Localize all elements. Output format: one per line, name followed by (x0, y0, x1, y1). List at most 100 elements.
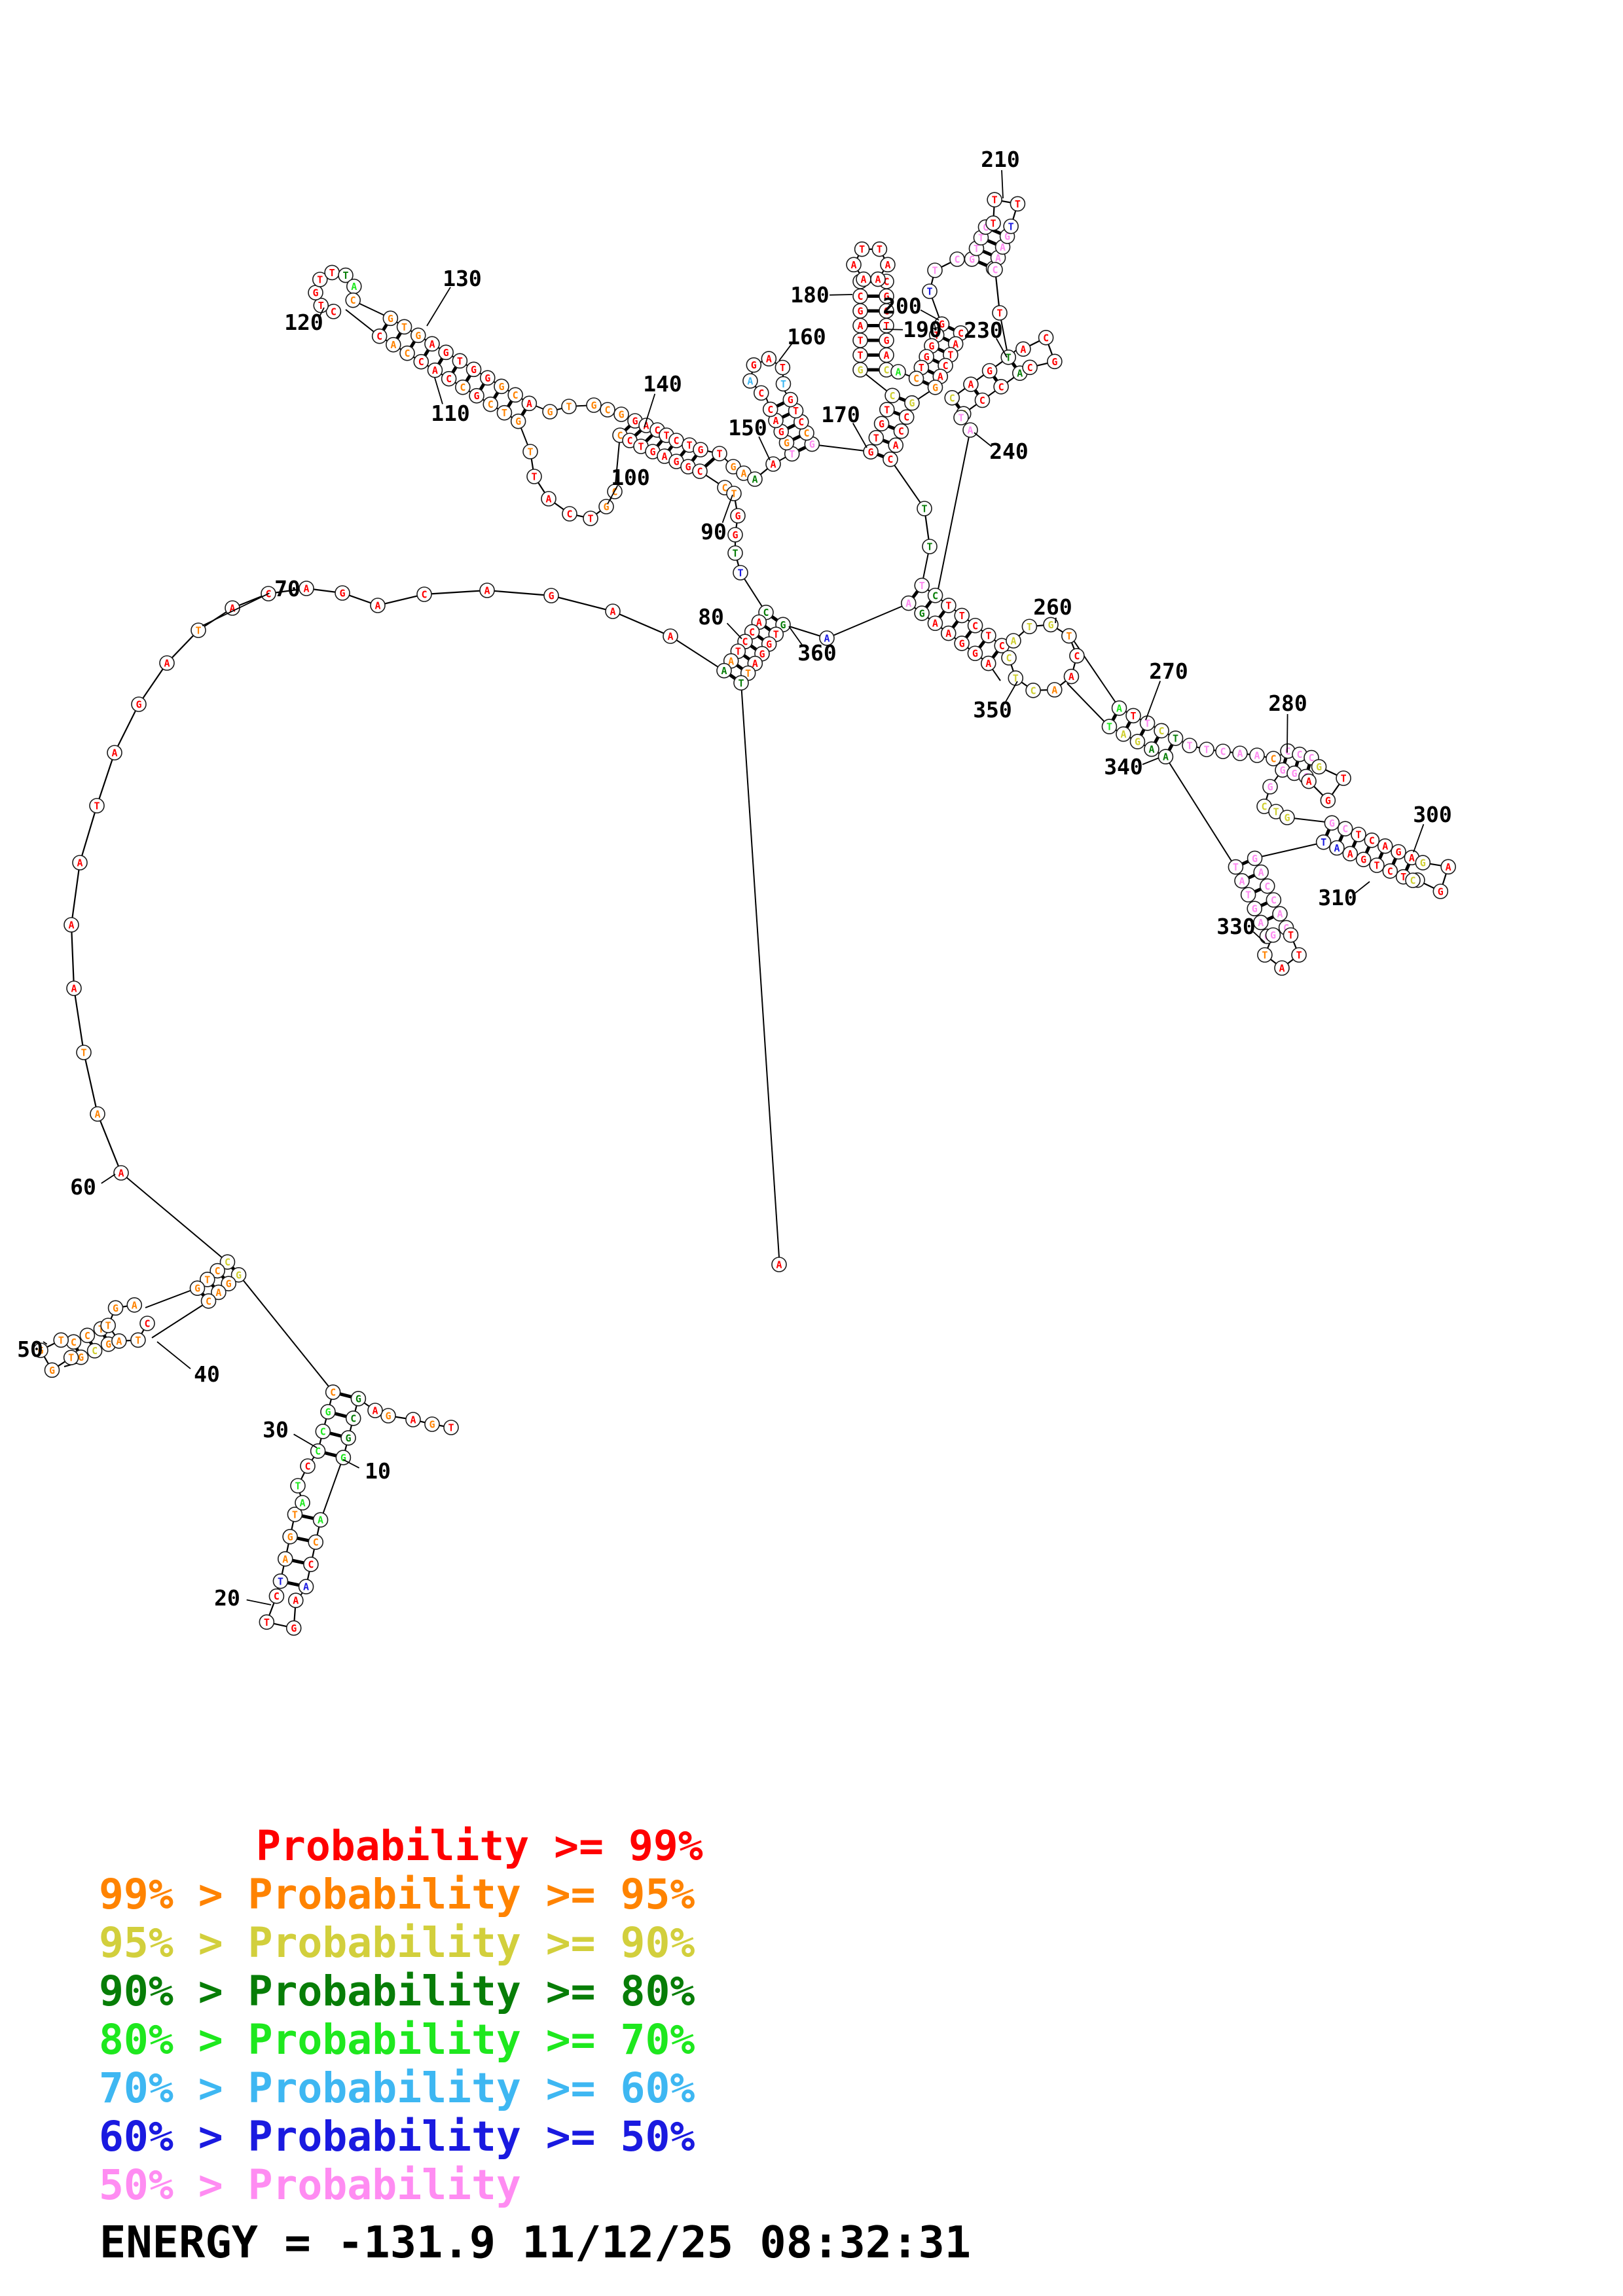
nucleotide-letter: T (278, 1575, 283, 1587)
nucleotide-letter: C (421, 589, 427, 601)
nucleotide-letter: C (958, 327, 964, 339)
nucleotide-letter: A (1334, 842, 1340, 854)
nucleotide (44, 1362, 60, 1378)
nucleotide-letter: G (49, 1365, 55, 1376)
nucleotide (1003, 218, 1019, 234)
nucleotide (268, 1588, 285, 1604)
nucleotide (775, 359, 791, 376)
nucleotide (542, 404, 558, 420)
nucleotide-letter: G (735, 511, 740, 522)
nucleotide (954, 636, 970, 651)
nucleotide (219, 1254, 236, 1270)
nucleotide-letter: T (991, 217, 996, 229)
nucleotide (771, 1257, 787, 1272)
nucleotide (413, 353, 429, 370)
nucleotide (338, 267, 354, 283)
nucleotide-letter: A (752, 658, 758, 670)
nucleotide-letter: G (1360, 854, 1366, 866)
nucleotide-letter: T (1173, 732, 1178, 744)
nucleotide (981, 363, 998, 379)
nucleotide (1415, 855, 1431, 870)
nucleotide (987, 262, 1003, 278)
nucleotide (64, 917, 79, 933)
nucleotide (1182, 738, 1197, 753)
nucleotide (1405, 872, 1421, 888)
nucleotide-letter: G (730, 461, 736, 473)
nucleotide (846, 257, 862, 273)
nucleotide (210, 1263, 225, 1279)
nucleotide-letter: T (1006, 351, 1012, 363)
legend-row-2: 95% > Probability >= 90% (99, 1919, 695, 1967)
nucleotide-letter: G (498, 381, 504, 393)
nucleotide-letter: C (887, 454, 893, 465)
nucleotide (427, 362, 443, 378)
position-label-110: 110 (431, 401, 470, 426)
nucleotide-letter: T (732, 548, 738, 560)
nucleotide (312, 272, 328, 287)
nucleotide-letter: A (484, 585, 490, 597)
nucleotide (963, 376, 979, 392)
nucleotide (1022, 359, 1038, 376)
nucleotide-letter: T (686, 440, 692, 452)
nucleotide-letter: C (1159, 725, 1165, 737)
nucleotide (287, 1506, 303, 1522)
nucleotide-letter: C (898, 425, 904, 437)
position-label-360: 360 (797, 640, 837, 666)
nucleotide-letter: T (945, 600, 951, 612)
nucleotide-letter: G (1396, 846, 1402, 858)
nucleotide (1355, 852, 1372, 867)
nucleotide (1101, 719, 1118, 734)
nucleotide-letter: C (84, 1330, 90, 1342)
nucleotide (1342, 846, 1359, 862)
nucleotide-letter: G (919, 607, 925, 619)
nucleotide (1043, 617, 1059, 633)
nucleotide-letter: A (884, 259, 890, 271)
nucleotide-letter: A (851, 259, 857, 271)
nucleotide (1377, 838, 1393, 854)
nucleotide (1046, 682, 1063, 698)
nucleotide-letter: C (405, 348, 410, 359)
nucleotide-letter: C (932, 590, 938, 601)
nucleotide-letter: T (1066, 630, 1072, 642)
position-label-20: 20 (214, 1585, 240, 1611)
nucleotide-letter: T (1203, 744, 1209, 756)
nucleotide (465, 361, 482, 378)
nucleotide-letter: G (987, 365, 993, 377)
nucleotide (927, 587, 943, 603)
nucleotide-letter: G (1252, 903, 1258, 915)
nucleotide-letter: A (1017, 368, 1023, 380)
nucleotide-letter: G (1048, 619, 1053, 631)
nucleotide (455, 379, 471, 395)
position-label-180: 180 (790, 282, 830, 308)
nucleotide (1259, 878, 1275, 894)
position-label-200: 200 (883, 293, 922, 319)
nucleotide-letter: G (649, 446, 655, 458)
nucleotide (962, 422, 978, 438)
nucleotide (561, 399, 577, 414)
nucleotide (1253, 864, 1269, 880)
nucleotide-letter: A (875, 274, 881, 285)
nucleotide-letter: T (587, 513, 593, 525)
nucleotide-letter: C (857, 291, 863, 302)
nucleotide (370, 598, 386, 613)
nucleotide-letter: C (998, 381, 1004, 393)
nucleotide-letter: A (293, 1595, 299, 1607)
nucleotide (746, 357, 762, 373)
position-label-10: 10 (365, 1458, 391, 1484)
nucleotide (927, 262, 943, 278)
nucleotide-letter: C (1285, 745, 1290, 757)
nucleotide (424, 1416, 440, 1432)
position-label-50: 50 (17, 1336, 43, 1362)
nucleotide (953, 410, 969, 425)
nucleotide-letter: T (873, 432, 879, 444)
nucleotide-letter: G (673, 456, 679, 468)
nucleotide-letter: G (1284, 812, 1290, 824)
nucleotide-letter: C (763, 607, 769, 619)
nucleotide-letter: G (784, 437, 790, 449)
nucleotide-letter: C (1387, 865, 1393, 877)
nucleotide (526, 469, 542, 484)
position-label-190: 190 (903, 317, 942, 342)
nucleotide-letter: A (351, 281, 357, 293)
nucleotide-letter: T (1106, 721, 1112, 733)
nucleotide (893, 423, 909, 439)
